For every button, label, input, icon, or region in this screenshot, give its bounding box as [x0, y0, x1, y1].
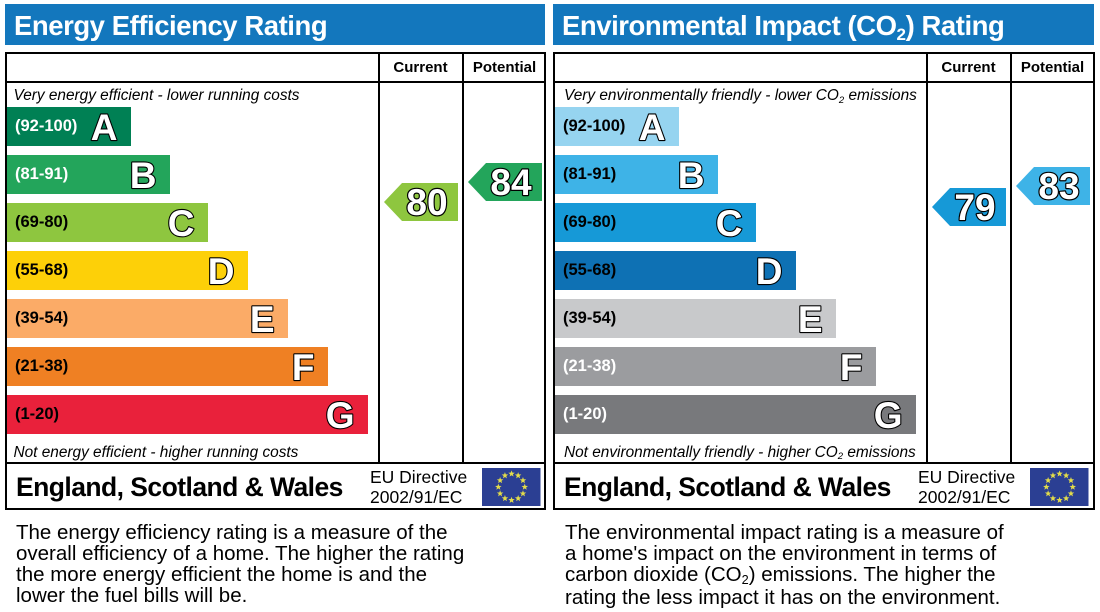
svg-text:B: B [677, 155, 704, 196]
svg-text:A: A [639, 107, 666, 148]
svg-text:E: E [798, 299, 823, 340]
svg-text:C: C [716, 203, 743, 244]
svg-text:79: 79 [954, 187, 995, 228]
svg-text:A: A [91, 107, 118, 148]
svg-text:C: C [168, 203, 195, 244]
svg-text:84: 84 [490, 162, 532, 203]
svg-text:E: E [250, 299, 275, 340]
svg-text:80: 80 [406, 182, 447, 223]
svg-text:83: 83 [1038, 166, 1079, 207]
svg-text:F: F [840, 347, 863, 388]
svg-text:G: G [874, 395, 903, 436]
svg-text:D: D [208, 251, 235, 292]
svg-text:D: D [756, 251, 783, 292]
svg-text:F: F [292, 347, 315, 388]
svg-text:G: G [326, 395, 355, 436]
svg-text:B: B [129, 155, 156, 196]
